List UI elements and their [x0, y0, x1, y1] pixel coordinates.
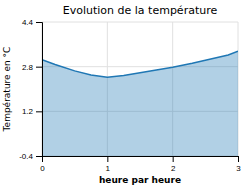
y-axis: -0.4 1.2 2.8 4.4	[19, 18, 42, 161]
x-tick-label: 0	[40, 164, 45, 173]
y-tick-label: 2.8	[22, 63, 34, 72]
x-tick: 2	[171, 156, 176, 173]
x-tick-label: 1	[106, 164, 111, 173]
x-axis-line	[43, 157, 239, 163]
x-axis-title: heure par heure	[99, 175, 181, 185]
x-tick: 3	[236, 156, 241, 173]
x-tick: 0	[40, 156, 45, 173]
y-tick-label: 1.2	[22, 107, 34, 116]
y-tick-mark	[36, 111, 42, 112]
grid-line-y	[42, 22, 238, 23]
grid	[42, 22, 238, 156]
line	[42, 51, 238, 77]
x-tick: 1	[106, 156, 111, 173]
title: Evolution de la température	[63, 4, 218, 17]
area	[42, 51, 238, 156]
x-tick-mark	[107, 156, 108, 162]
y-tick-mark	[36, 156, 42, 157]
y-tick-mark	[36, 22, 42, 23]
y-tick: -0.4	[19, 152, 42, 161]
x-tick-mark	[238, 156, 239, 162]
x-tick-label: 2	[171, 164, 176, 173]
y-tick-label: -0.4	[19, 152, 33, 161]
x-axis: 0 1 2 3	[40, 156, 241, 173]
x-tick-mark	[173, 156, 174, 162]
y-tick: 2.8	[22, 63, 42, 72]
y-tick-mark	[36, 67, 42, 68]
y-tick: 1.2	[22, 107, 42, 116]
y-tick: 4.4	[22, 18, 42, 27]
plot: 0 1 2 3 -0.4 1.2 2.8 4.4	[19, 18, 241, 173]
chart: 0 1 2 3 -0.4 1.2 2.8 4.4 Evolution de la tempéra…	[0, 0, 250, 188]
y-axis-line	[36, 23, 43, 157]
x-tick-label: 3	[236, 164, 241, 173]
y-tick-label: 4.4	[22, 18, 34, 27]
y-axis-title: Température en °C	[2, 47, 12, 133]
marks	[42, 51, 238, 156]
